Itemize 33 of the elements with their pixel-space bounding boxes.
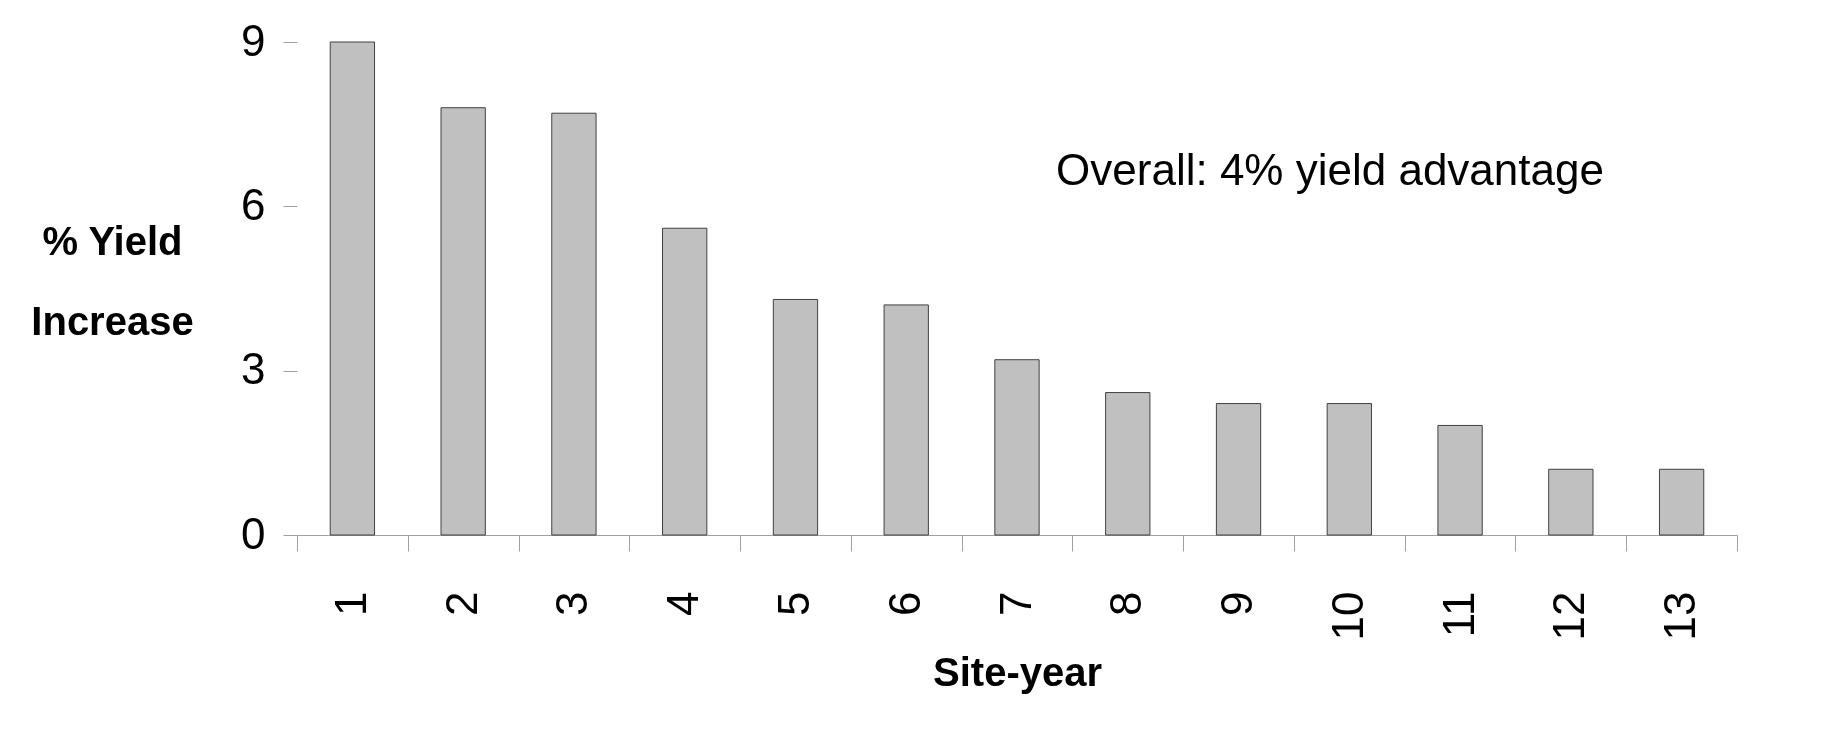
bar bbox=[1326, 403, 1372, 536]
bar bbox=[662, 227, 708, 536]
x-tick-label: 7 bbox=[990, 591, 1040, 616]
bar bbox=[1437, 424, 1483, 536]
x-tick-label: 10 bbox=[1322, 591, 1372, 641]
annotation: Overall: 4% yield advantage bbox=[1056, 145, 1604, 194]
x-tick-label: 12 bbox=[1544, 591, 1594, 641]
bar bbox=[1658, 468, 1705, 536]
bar bbox=[440, 107, 486, 536]
y-axis-title: % Yield Increase bbox=[31, 218, 194, 343]
bar bbox=[883, 304, 929, 536]
bar bbox=[1548, 468, 1594, 536]
x-tick-label: 6 bbox=[879, 591, 929, 616]
x-tick-label: 5 bbox=[768, 591, 818, 616]
y-tick-label: 3 bbox=[241, 344, 266, 394]
y-tick-label: 9 bbox=[241, 15, 266, 65]
x-tick-label: 4 bbox=[658, 591, 708, 616]
x-tick-label: 2 bbox=[436, 591, 486, 616]
x-tick-label: 11 bbox=[1433, 591, 1483, 638]
x-axis-title: Site-year bbox=[933, 650, 1102, 695]
bar bbox=[1215, 403, 1262, 536]
x-tick-label: 9 bbox=[1212, 591, 1262, 616]
x-tick-label: 3 bbox=[547, 591, 597, 616]
y-tick-label: 6 bbox=[241, 179, 266, 229]
bar bbox=[329, 41, 376, 536]
bar bbox=[994, 359, 1040, 536]
bar bbox=[772, 298, 819, 536]
bar bbox=[1105, 392, 1151, 536]
bar bbox=[551, 112, 597, 536]
x-tick-label: 1 bbox=[325, 591, 375, 616]
x-tick-label: 13 bbox=[1655, 591, 1705, 641]
y-tick-label: 0 bbox=[241, 508, 266, 558]
x-tick-label: 8 bbox=[1101, 591, 1151, 616]
